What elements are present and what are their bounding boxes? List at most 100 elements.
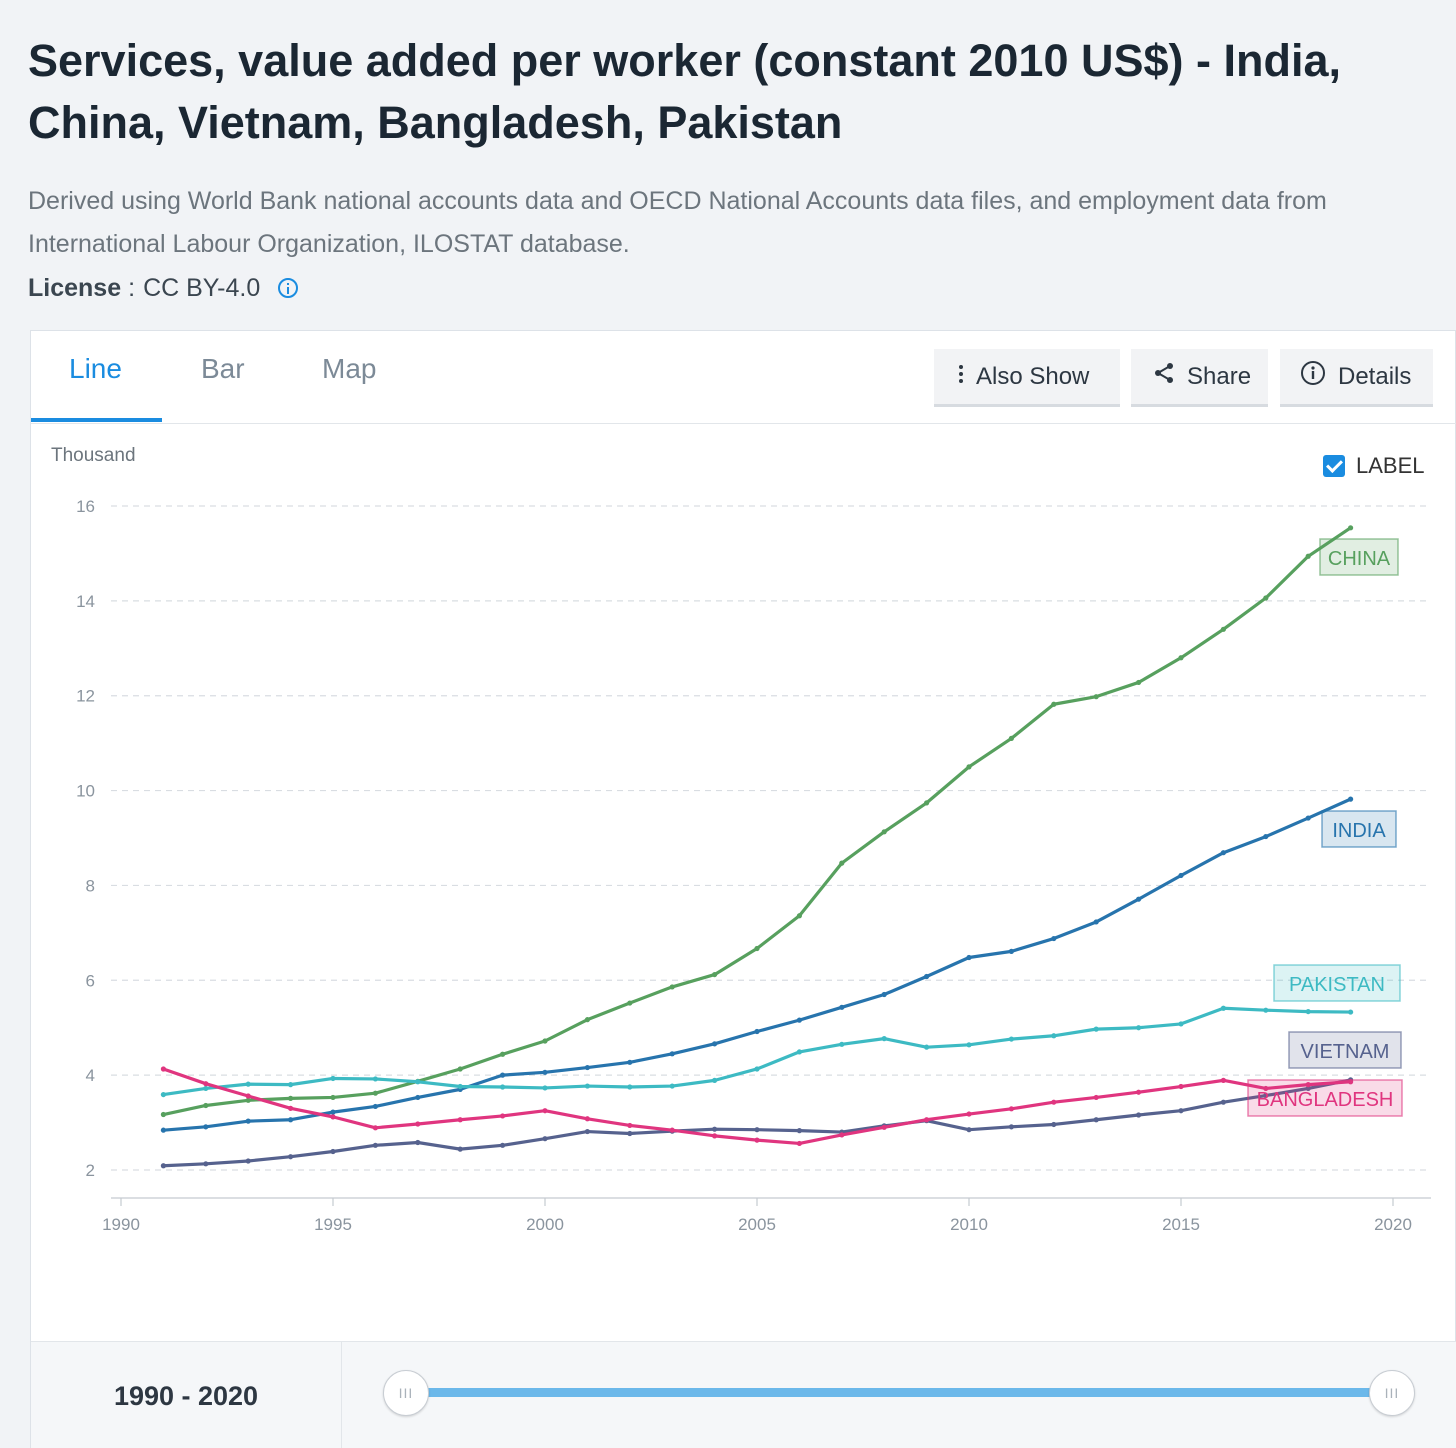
data-point-vietnam — [1178, 1108, 1184, 1114]
share-icon — [1153, 362, 1175, 391]
data-point-vietnam — [1220, 1099, 1226, 1105]
data-point-bangladesh — [754, 1137, 760, 1143]
data-point-india — [1051, 935, 1057, 942]
data-point-pakistan — [330, 1075, 336, 1082]
tab-map[interactable]: Map — [322, 353, 377, 384]
data-point-vietnam — [1136, 1112, 1142, 1118]
x-tick-label: 2005 — [738, 1215, 776, 1234]
data-point-china — [1008, 735, 1015, 741]
data-point-india — [669, 1051, 675, 1057]
data-point-vietnam — [372, 1142, 378, 1148]
data-point-bangladesh — [966, 1111, 972, 1117]
data-point-china — [754, 945, 760, 952]
y-tick-label: 14 — [76, 592, 95, 611]
data-point-india — [754, 1028, 760, 1035]
label-toggle[interactable]: LABEL — [1323, 453, 1425, 479]
data-point-vietnam — [500, 1142, 506, 1148]
series-line-vietnam — [163, 1078, 1351, 1168]
page-description: Derived using World Bank national accoun… — [28, 187, 1327, 258]
data-point-vietnam — [712, 1126, 718, 1132]
also-show-label: Also Show — [976, 362, 1090, 390]
data-point-pakistan — [754, 1066, 760, 1072]
x-tick-label: 2015 — [1162, 1215, 1200, 1234]
data-point-china — [500, 1051, 506, 1057]
data-point-india — [1263, 833, 1269, 840]
data-point-china — [669, 984, 675, 990]
details-label: Details — [1338, 362, 1412, 390]
y-tick-label: 4 — [86, 1066, 95, 1085]
data-point-india — [712, 1041, 718, 1047]
data-point-china — [1263, 595, 1269, 601]
data-point-china — [881, 829, 887, 835]
data-point-pakistan — [542, 1085, 548, 1091]
details-button[interactable]: Details — [1280, 349, 1433, 407]
data-point-bangladesh — [1263, 1085, 1269, 1092]
data-point-pakistan — [839, 1041, 845, 1047]
data-point-pakistan — [1178, 1021, 1184, 1027]
data-point-china — [203, 1102, 209, 1109]
data-point-bangladesh — [1220, 1077, 1226, 1083]
chart-area: Thousand 2 4 6 8 10 12 14 16 1990 1995 2000 2005 2010… — [31, 426, 1456, 1341]
range-handle-start[interactable]: III — [383, 1370, 429, 1416]
series-line-china — [163, 526, 1352, 1117]
data-point-china — [712, 971, 718, 978]
data-point-india — [1220, 850, 1226, 856]
data-point-china — [288, 1095, 294, 1101]
data-point-india — [415, 1094, 421, 1101]
series-label-india: INDIA — [1332, 820, 1386, 842]
data-point-bangladesh — [712, 1133, 718, 1139]
data-point-bangladesh — [415, 1121, 421, 1127]
data-point-india — [245, 1118, 251, 1124]
data-point-pakistan — [415, 1079, 421, 1085]
data-point-india — [1008, 948, 1015, 954]
series-label-box-pakistan — [1273, 964, 1401, 1002]
data-point-vietnam — [1051, 1121, 1057, 1128]
tab-bar: Line Bar Map Also Show Share Details — [31, 331, 1456, 424]
share-button[interactable]: Share — [1131, 349, 1268, 407]
data-point-vietnam — [754, 1127, 760, 1133]
data-point-pakistan — [1305, 1008, 1311, 1015]
data-point-bangladesh — [669, 1127, 675, 1133]
data-point-china — [1136, 679, 1142, 686]
data-point-vietnam — [160, 1163, 166, 1169]
data-point-china — [966, 764, 972, 770]
data-point-pakistan — [1220, 1005, 1226, 1011]
data-point-pakistan — [203, 1085, 209, 1092]
data-point-bangladesh — [627, 1122, 633, 1129]
data-point-china — [457, 1066, 463, 1072]
data-point-vietnam — [330, 1148, 336, 1155]
data-point-china — [372, 1090, 378, 1096]
data-point-china — [796, 913, 803, 919]
range-slider-track[interactable] — [406, 1388, 1391, 1397]
data-point-india — [796, 1017, 803, 1023]
data-point-vietnam — [627, 1130, 633, 1137]
y-tick-label: 8 — [86, 876, 95, 895]
data-point-pakistan — [966, 1042, 972, 1048]
tab-line[interactable]: Line — [69, 353, 122, 384]
series-line-india — [163, 797, 1352, 1132]
data-point-india — [1093, 919, 1099, 925]
range-handle-end[interactable]: III — [1369, 1370, 1415, 1416]
data-point-vietnam — [542, 1136, 548, 1142]
data-point-china — [839, 860, 845, 866]
info-icon[interactable] — [278, 278, 299, 298]
data-point-bangladesh — [457, 1117, 463, 1123]
series-label-box-vietnam — [1288, 1031, 1402, 1069]
data-point-china — [245, 1097, 251, 1103]
data-point-india — [924, 973, 930, 980]
data-point-vietnam — [584, 1128, 591, 1135]
tab-bar-chart[interactable]: Bar — [201, 353, 245, 384]
data-point-vietnam — [1093, 1117, 1099, 1123]
also-show-button[interactable]: Also Show — [934, 349, 1120, 407]
data-point-china — [1093, 694, 1099, 700]
data-point-bangladesh — [1178, 1083, 1184, 1090]
data-point-vietnam — [245, 1158, 251, 1164]
data-point-pakistan — [160, 1091, 166, 1098]
label-checkbox[interactable] — [1323, 455, 1345, 477]
data-point-bangladesh — [288, 1105, 294, 1111]
data-point-china — [542, 1038, 548, 1044]
data-point-vietnam — [203, 1161, 209, 1167]
data-point-india — [542, 1069, 548, 1075]
data-point-china — [1051, 701, 1057, 707]
series-label-china: CHINA — [1328, 548, 1391, 570]
